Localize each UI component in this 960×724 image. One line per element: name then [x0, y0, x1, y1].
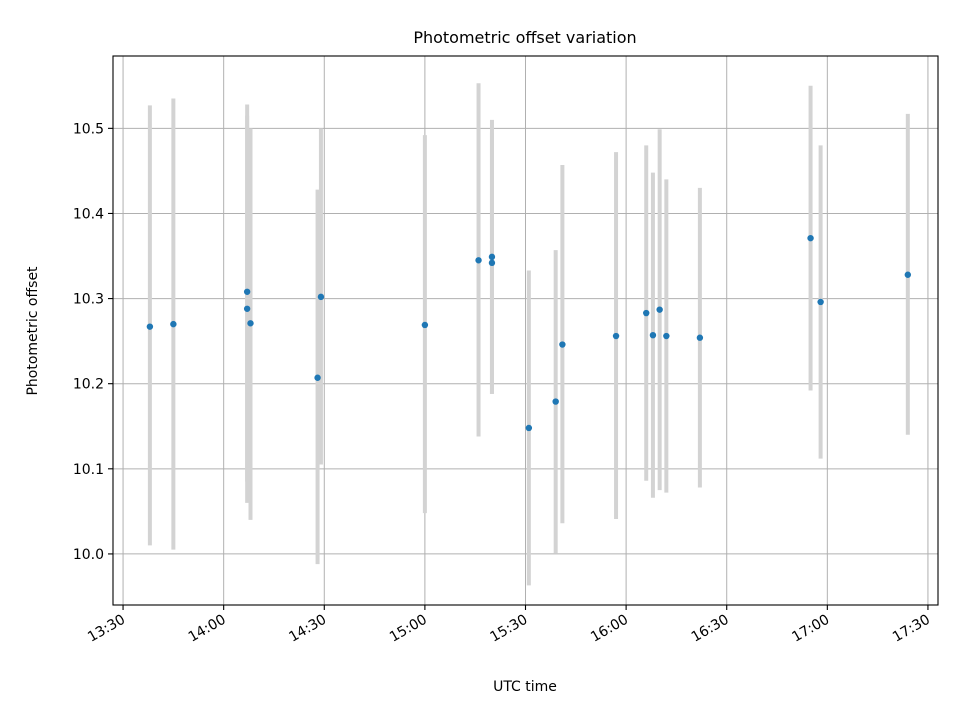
data-point: [559, 341, 566, 348]
x-tick-label: 16:30: [689, 612, 732, 646]
data-point: [696, 334, 704, 341]
data-point: [656, 306, 663, 313]
data-point: [317, 293, 325, 301]
x-tick-label: 14:00: [186, 612, 229, 646]
data-point: [643, 309, 650, 317]
x-axis-label: UTC time: [493, 679, 557, 695]
data-point: [663, 332, 670, 340]
y-tick-label: 10.3: [73, 292, 104, 308]
y-tick-label: 10.0: [73, 547, 104, 563]
chart-title: Photometric offset variation: [413, 28, 636, 47]
data-point: [488, 253, 496, 261]
data-point: [475, 257, 482, 264]
data-point: [247, 320, 254, 327]
data-point: [612, 332, 620, 340]
data-point: [649, 331, 657, 339]
y-tick-label: 10.1: [73, 462, 104, 478]
data-point: [421, 321, 429, 329]
y-tick-label: 10.4: [73, 206, 104, 222]
data-point: [817, 298, 824, 306]
data-point: [488, 259, 496, 267]
data-point: [552, 398, 559, 405]
data-point: [146, 323, 154, 330]
x-tick-label: 14:30: [286, 612, 329, 646]
y-axis-label: Photometric offset: [25, 266, 41, 396]
point-layer: [146, 234, 912, 432]
x-tick-label: 17:00: [789, 612, 832, 646]
data-point: [243, 288, 251, 295]
data-point: [314, 374, 321, 381]
y-tick-label: 10.2: [73, 377, 104, 393]
data-point: [904, 271, 912, 278]
x-tick-label: 15:30: [488, 612, 531, 646]
data-point: [170, 320, 177, 328]
x-tick-label: 15:00: [387, 612, 430, 646]
x-tick-label: 13:30: [85, 612, 128, 646]
y-tick-label: 10.5: [73, 121, 104, 137]
data-point: [525, 424, 533, 432]
x-tick-label: 17:30: [890, 612, 933, 646]
data-point: [807, 234, 814, 242]
data-point: [243, 305, 251, 312]
x-tick-label: 16:00: [588, 612, 631, 646]
errorbar-layer: [147, 83, 910, 586]
grid-layer: [113, 56, 938, 605]
